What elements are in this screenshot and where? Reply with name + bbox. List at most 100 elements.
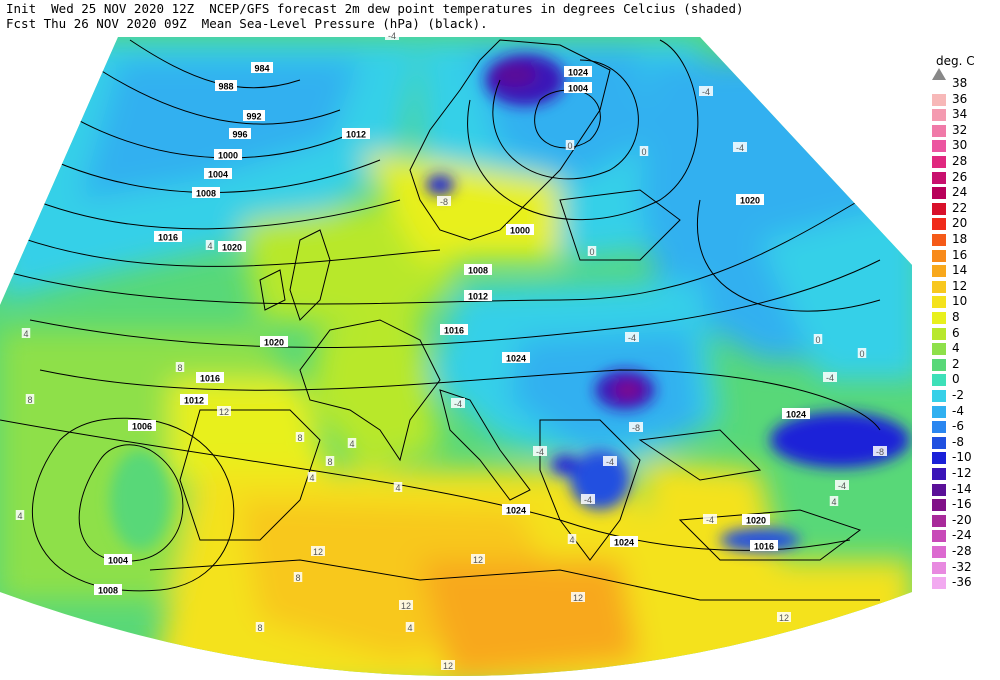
legend-entry: 38 (928, 76, 998, 92)
legend-entry: -6 (928, 419, 998, 435)
svg-text:-8: -8 (632, 423, 640, 433)
svg-text:1012: 1012 (468, 292, 488, 302)
svg-text:1024: 1024 (506, 354, 526, 364)
legend-entry: -32 (928, 560, 998, 576)
legend-label: -8 (952, 434, 964, 449)
dewpoint-label: -8 (437, 196, 451, 207)
svg-text:1024: 1024 (506, 506, 526, 516)
dewpoint-label: 4 (21, 328, 31, 339)
svg-text:1016: 1016 (200, 374, 220, 384)
legend-entry: -8 (928, 435, 998, 451)
isobar-label: 1016 (196, 372, 224, 384)
legend-title: deg. C (936, 54, 975, 68)
isobar-label: 1004 (564, 82, 592, 94)
svg-text:988: 988 (218, 82, 233, 92)
dewpoint-label: -4 (451, 398, 465, 409)
svg-text:1020: 1020 (222, 243, 242, 253)
legend-entry: -2 (928, 388, 998, 404)
svg-text:0: 0 (859, 349, 864, 359)
legend-label: -24 (952, 528, 972, 543)
svg-text:1020: 1020 (740, 196, 760, 206)
dewpoint-label: 4 (347, 438, 357, 449)
legend-entry: 14 (928, 263, 998, 279)
legend-label: 38 (952, 76, 968, 90)
svg-text:12: 12 (573, 593, 583, 603)
legend-entry: -20 (928, 513, 998, 529)
isobar-label: 992 (243, 110, 265, 122)
svg-text:984: 984 (254, 64, 269, 74)
isobar-label: 1024 (564, 66, 592, 78)
dewpoint-label: 12 (311, 546, 325, 557)
dewpoint-label: -4 (625, 332, 639, 343)
svg-text:12: 12 (313, 547, 323, 557)
svg-text:1004: 1004 (568, 84, 588, 94)
isobar-label: 1004 (204, 168, 232, 180)
svg-text:12: 12 (443, 661, 453, 671)
svg-text:4: 4 (349, 439, 354, 449)
svg-text:1008: 1008 (468, 266, 488, 276)
legend-entry: 10 (928, 294, 998, 310)
legend-label: 16 (952, 247, 968, 262)
legend-swatch (932, 124, 946, 137)
legend-label: -2 (952, 388, 964, 402)
legend-overflow-arrow-icon (932, 68, 946, 80)
legend-label: 30 (952, 138, 968, 153)
svg-text:1024: 1024 (786, 410, 806, 420)
legend-label: -14 (952, 481, 972, 496)
isobar-label: 988 (215, 80, 237, 92)
dewpoint-label: 8 (325, 456, 335, 467)
svg-text:4: 4 (407, 623, 412, 633)
legend-label: -4 (952, 403, 964, 418)
legend-swatch (932, 468, 946, 480)
isobar-label: 984 (251, 62, 273, 74)
legend-label: 2 (952, 356, 960, 371)
svg-text:1012: 1012 (184, 396, 204, 406)
legend-label: -12 (952, 466, 972, 480)
dewpoint-label: 12 (777, 612, 791, 623)
dewpoint-label: 0 (639, 146, 649, 157)
legend-entry: -24 (928, 528, 998, 544)
legend-entry: -10 (928, 450, 998, 466)
svg-text:8: 8 (327, 457, 332, 467)
legend-entry: 34 (928, 107, 998, 123)
legend-label: 32 (952, 122, 968, 137)
isobar-label: 1016 (750, 540, 778, 552)
dewpoint-label: 4 (829, 496, 839, 507)
legend-entry: 8 (928, 310, 998, 326)
svg-text:1000: 1000 (218, 151, 238, 161)
legend-label: 0 (952, 372, 960, 387)
svg-text:-4: -4 (702, 87, 710, 97)
legend-entry: 6 (928, 326, 998, 342)
legend-entry: -16 (928, 497, 998, 513)
svg-text:0: 0 (567, 141, 572, 151)
svg-text:8: 8 (177, 363, 182, 373)
dewpoint-label: -8 (629, 422, 643, 433)
legend-label: -10 (952, 450, 972, 465)
legend-entry: 0 (928, 372, 998, 388)
legend-swatch (932, 436, 946, 449)
legend-label: 18 (952, 232, 968, 246)
isobar-label: 1004 (104, 554, 132, 566)
legend-swatch (932, 358, 946, 371)
svg-text:12: 12 (401, 601, 411, 611)
legend-label: -16 (952, 497, 972, 512)
header-line-2: Fcst Thu 26 NOV 2020 09Z Mean Sea-Level … (6, 16, 488, 31)
svg-text:4: 4 (569, 535, 574, 545)
legend-swatch (932, 249, 946, 262)
legend-swatch (932, 312, 946, 324)
svg-text:1006: 1006 (132, 422, 152, 432)
isobar-label: 1008 (464, 264, 492, 276)
svg-text:1020: 1020 (264, 338, 284, 348)
svg-text:1000: 1000 (510, 226, 530, 236)
dewpoint-label: -4 (835, 480, 849, 491)
svg-text:1016: 1016 (754, 542, 774, 552)
legend-label: 12 (952, 278, 968, 293)
dewpoint-label: -4 (733, 142, 747, 153)
legend-swatch (932, 421, 946, 434)
dewpoint-label: 4 (307, 472, 317, 483)
legend-label: -32 (952, 559, 972, 574)
legend-swatch (932, 218, 946, 231)
svg-text:4: 4 (23, 329, 28, 339)
legend-label: 8 (952, 310, 960, 324)
legend-label: 10 (952, 294, 968, 309)
